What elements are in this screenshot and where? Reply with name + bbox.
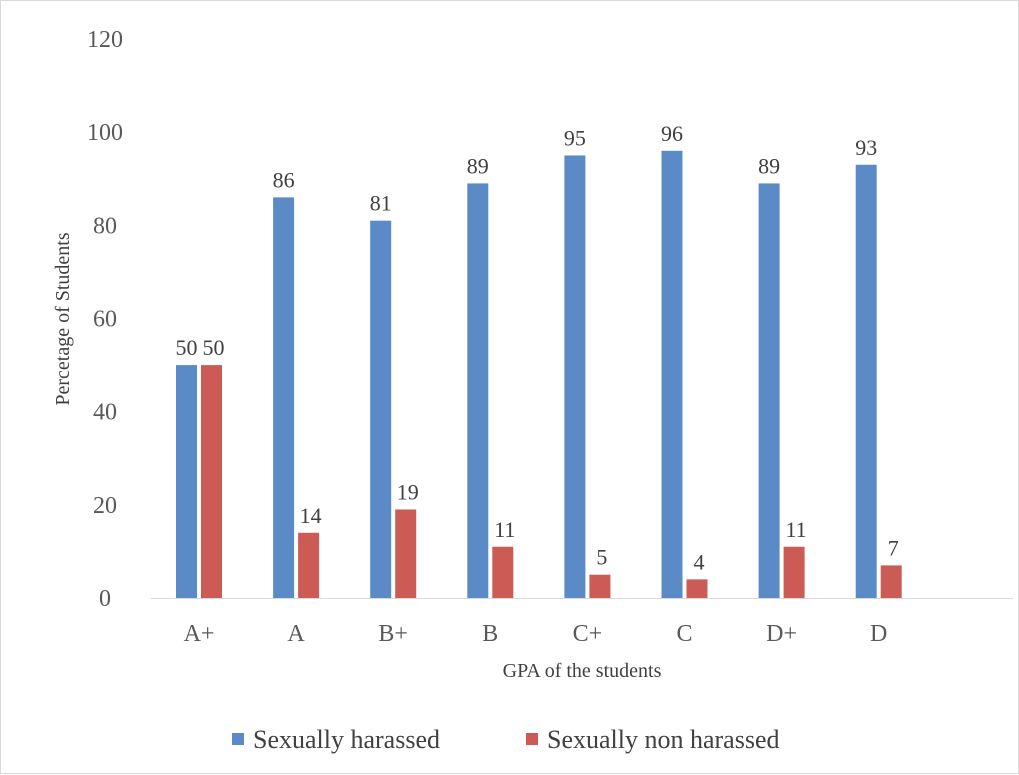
data-label: 89 [758, 153, 780, 178]
bar-sexually-non-harassed [201, 365, 222, 598]
x-tick-label: A [287, 621, 305, 647]
bar-sexually-harassed [467, 183, 489, 599]
y-tick-label: 60 [93, 307, 117, 333]
bar-sexually-non-harassed [298, 532, 320, 598]
legend-label: Sexually harassed [253, 725, 440, 754]
x-tick-label: D+ [766, 621, 797, 647]
data-label: 95 [564, 125, 586, 150]
bar-sexually-non-harassed [589, 574, 611, 598]
y-tick-label: 0 [99, 586, 111, 612]
legend-label: Sexually non harassed [547, 725, 780, 754]
bar-sexually-harassed [176, 365, 197, 598]
y-tick-label: 40 [93, 400, 117, 426]
bar-sexually-non-harassed [686, 579, 708, 598]
y-tick-label: 20 [93, 493, 117, 519]
y-tick-label: 80 [93, 213, 117, 239]
bar-sexually-non-harassed [492, 546, 514, 598]
bar-sexually-harassed [855, 164, 877, 598]
y-axis-ticks: 0 20 40 60 80 100 120 [87, 27, 123, 612]
bar-sexually-harassed [564, 155, 586, 599]
data-label: 4 [694, 549, 705, 574]
x-axis-ticks: A+ A B+ B C+ C D+ D [184, 621, 888, 647]
bar-sexually-non-harassed [395, 509, 417, 598]
y-tick-label: 100 [87, 120, 123, 146]
bar-sexually-non-harassed [880, 565, 902, 598]
x-tick-label: C+ [573, 621, 603, 647]
y-axis-title: Percetage of Students [52, 232, 74, 405]
data-label: 93 [855, 135, 877, 160]
legend-swatch [232, 733, 244, 745]
bar-sexually-harassed [661, 150, 683, 599]
data-label: 50 [203, 335, 225, 360]
data-label: 96 [661, 121, 683, 146]
data-label: 19 [397, 479, 419, 504]
y-tick-label: 120 [87, 27, 123, 53]
bars [176, 150, 902, 599]
data-label: 7 [888, 535, 899, 560]
x-tick-label: B+ [378, 621, 408, 647]
x-tick-label: C [676, 621, 692, 647]
x-axis-title: GPA of the students [503, 660, 662, 682]
data-label: 50 [176, 335, 198, 360]
data-label: 81 [370, 191, 392, 216]
bar-sexually-harassed [273, 197, 295, 598]
data-label: 11 [786, 517, 807, 542]
data-label: 14 [300, 503, 322, 528]
bar-sexually-non-harassed [783, 546, 805, 598]
bar-sexually-harassed [370, 220, 392, 599]
x-tick-label: D [870, 621, 887, 647]
x-tick-label: B [482, 621, 498, 647]
data-label: 5 [596, 545, 607, 570]
data-label: 11 [494, 517, 515, 542]
data-label: 86 [273, 167, 295, 192]
legend: Sexually harassed Sexually non harassed [232, 725, 780, 754]
data-label: 89 [467, 153, 489, 178]
bar-sexually-harassed [758, 183, 780, 599]
legend-swatch [526, 733, 538, 745]
data-labels: 50 50 86 14 81 19 89 11 95 5 96 4 89 11 93 7 [176, 121, 899, 575]
x-tick-label: A+ [184, 621, 215, 647]
